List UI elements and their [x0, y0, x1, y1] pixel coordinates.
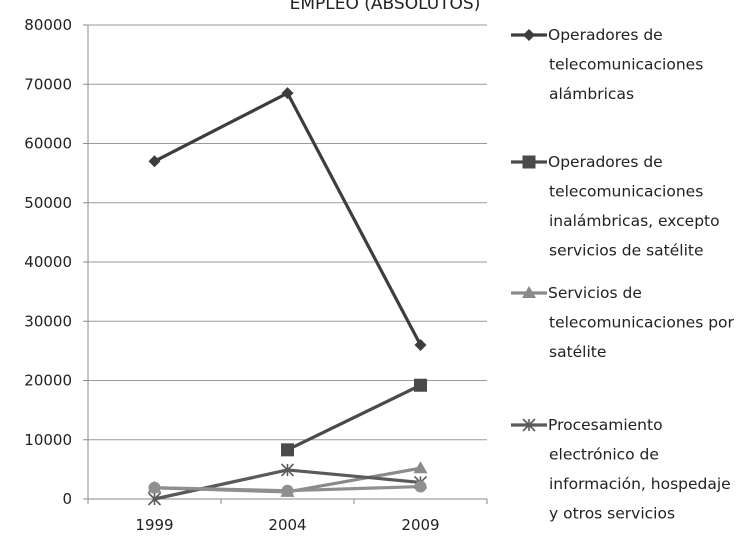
data-point-series-4: [147, 492, 162, 506]
legend-label-line: Operadores de: [548, 26, 663, 44]
data-point-series-1: [414, 338, 427, 351]
legend-label-line: Operadores de: [548, 153, 663, 171]
data-point-series-5: [414, 480, 427, 493]
data-point-series-5: [148, 481, 161, 494]
legend: Operadores de telecomunicaciones alámbrica…: [511, 26, 735, 523]
legend-label-line: telecomunicaciones: [549, 183, 703, 201]
legend-label-line: satélite: [549, 343, 606, 361]
legend-item-3: Servicios de telecomunicaciones por satéli…: [511, 284, 735, 361]
legend-item-4: Procesamiento electrónico de información, …: [511, 416, 731, 523]
y-tick-label: 40000: [24, 253, 72, 271]
series-markers: [147, 87, 428, 506]
y-tick-label: 0: [62, 490, 72, 508]
series-lines: [153, 91, 422, 501]
y-tick-label: 20000: [24, 372, 72, 390]
series-line-1: [153, 91, 422, 346]
y-tick-label: 10000: [24, 431, 72, 449]
data-point-series-2: [414, 378, 427, 392]
legend-label-line: telecomunicaciones por: [549, 314, 735, 332]
data-point-series-2: [281, 443, 294, 457]
x-tick-label: 1999: [135, 516, 173, 534]
legend-label-line: alámbricas: [549, 85, 634, 103]
chart-title: EMPLEO (ABSOLUTOS): [290, 0, 481, 14]
legend-swatch-marker: [522, 155, 536, 169]
legend-label-line: telecomunicaciones: [549, 56, 703, 74]
y-tick-labels: 0 10000 20000 30000 40000 50000 60000 70000 8000…: [24, 16, 72, 508]
legend-swatch-marker: [522, 418, 536, 432]
data-point-series-1: [148, 155, 161, 168]
legend-label-line: Servicios de: [548, 284, 642, 302]
y-tick-label: 60000: [24, 135, 72, 153]
legend-label-line: inalámbricas, excepto: [549, 212, 720, 230]
x-tick-labels: 1999 2004 2009: [135, 516, 439, 534]
x-tick-label: 2004: [268, 516, 306, 534]
x-tick-label: 2009: [401, 516, 439, 534]
data-point-series-4: [280, 463, 295, 477]
legend-swatch-marker: [523, 29, 535, 41]
legend-item-2: Operadores de telecomunicaciones inalámbri…: [511, 153, 720, 260]
data-point-series-3: [413, 461, 428, 474]
series-line-2: [286, 383, 422, 452]
legend-label-line: Procesamiento: [548, 416, 663, 434]
y-tick-label: 70000: [24, 75, 72, 93]
y-tick-label: 80000: [24, 16, 72, 34]
y-tick-label: 50000: [24, 194, 72, 212]
y-tick-label: 30000: [24, 312, 72, 330]
legend-label-line: información, hospedaje: [549, 475, 731, 493]
legend-swatch-marker: [522, 286, 536, 298]
legend-label-line: servicios de satélite: [549, 242, 704, 260]
legend-label-line: y otros servicios: [549, 505, 675, 523]
grid-lines: [88, 24, 487, 441]
legend-item-1: Operadores de telecomunicaciones alámbrica…: [511, 26, 703, 103]
data-point-series-5: [281, 484, 294, 497]
data-point-series-1: [281, 87, 294, 100]
legend-label-line: electrónico de: [549, 446, 659, 464]
axes: [83, 24, 488, 504]
